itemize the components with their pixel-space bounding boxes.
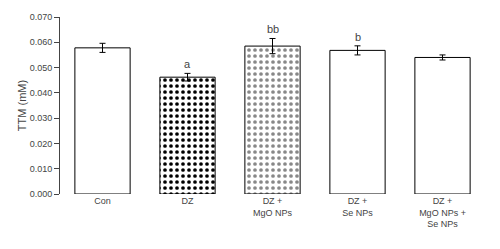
svg-text:a: a bbox=[184, 58, 191, 70]
svg-text:0.070: 0.070 bbox=[30, 12, 53, 22]
svg-text:DZ +MgO NPs: DZ +MgO NPs bbox=[253, 196, 293, 218]
svg-text:b: b bbox=[355, 31, 361, 43]
svg-text:0.020: 0.020 bbox=[30, 139, 53, 149]
svg-text:DZ: DZ bbox=[182, 196, 194, 206]
svg-text:Con: Con bbox=[94, 196, 111, 206]
svg-text:DZ +MgO NPs +Se NPs: DZ +MgO NPs +Se NPs bbox=[419, 196, 466, 229]
svg-text:0.060: 0.060 bbox=[30, 37, 53, 47]
svg-text:0.010: 0.010 bbox=[30, 164, 53, 174]
svg-text:0.000: 0.000 bbox=[30, 189, 53, 199]
svg-text:0.040: 0.040 bbox=[30, 88, 53, 98]
svg-text:TTM (mM): TTM (mM) bbox=[16, 80, 28, 131]
svg-text:DZ +Se NPs: DZ +Se NPs bbox=[342, 196, 373, 218]
svg-text:0.030: 0.030 bbox=[30, 113, 53, 123]
svg-text:0.050: 0.050 bbox=[30, 63, 53, 73]
svg-text:bb: bb bbox=[267, 23, 279, 35]
